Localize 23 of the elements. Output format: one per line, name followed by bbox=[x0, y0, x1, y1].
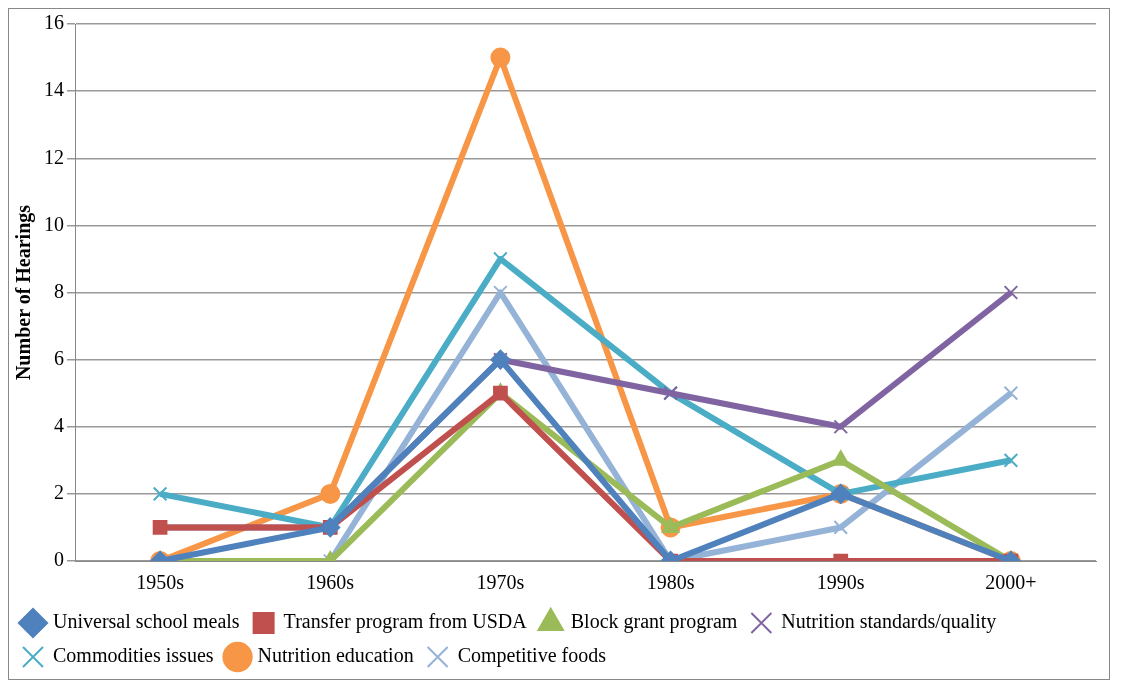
x-tick-label: 1950s bbox=[136, 571, 185, 594]
x-tick-label: 1980s bbox=[646, 571, 695, 594]
y-tick-label: 10 bbox=[44, 212, 64, 235]
y-tick-label: 8 bbox=[54, 279, 64, 302]
y-tick-label: 16 bbox=[44, 11, 64, 34]
x-tick-label: 1990s bbox=[816, 571, 865, 594]
legend-label: Nutrition standards/quality bbox=[781, 610, 997, 634]
y-axis-title: Number of Hearings bbox=[12, 204, 36, 381]
legend-label: Competitive foods bbox=[457, 644, 607, 668]
legend-label: Commodities issues bbox=[53, 644, 214, 667]
x-tick-label: 1960s bbox=[306, 571, 355, 594]
y-tick-label: 0 bbox=[54, 548, 64, 571]
y-tick-label: 4 bbox=[54, 414, 64, 436]
x-tick-label: 1970s bbox=[476, 571, 525, 594]
legend-label: Block grant program bbox=[570, 610, 738, 634]
y-tick-label: 12 bbox=[44, 145, 64, 168]
y-tick-label: 6 bbox=[54, 346, 64, 369]
y-tick-label: 14 bbox=[44, 78, 64, 101]
legend-label: Universal school meals bbox=[53, 610, 240, 633]
x-tick-label: 2000+ bbox=[985, 571, 1037, 594]
y-tick-label: 2 bbox=[54, 481, 64, 504]
legend-label: Nutrition education bbox=[257, 644, 414, 667]
legend-label: Transfer program from USDA bbox=[283, 610, 528, 634]
